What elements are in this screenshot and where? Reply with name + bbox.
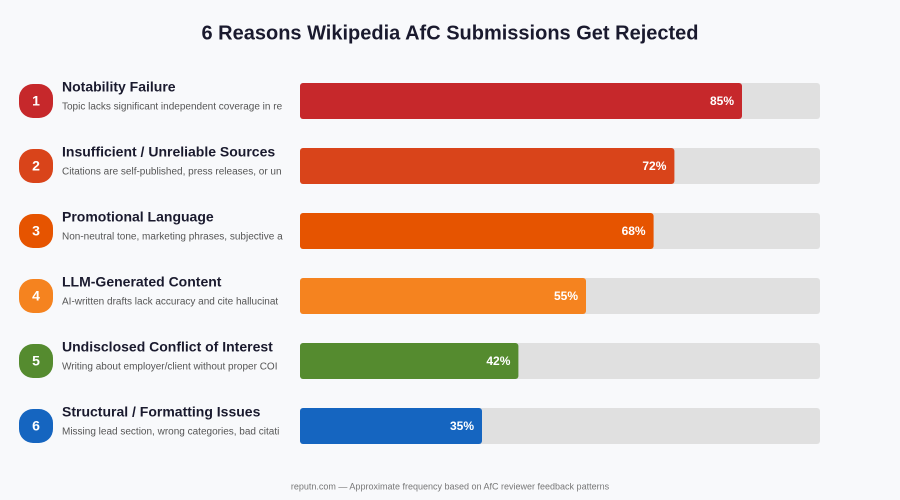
- chart-title: 6 Reasons Wikipedia AfC Submissions Get …: [202, 22, 699, 44]
- value-label: 35%: [450, 419, 474, 433]
- rank-badge: [19, 214, 53, 248]
- value-label: 72%: [642, 159, 666, 173]
- value-label: 68%: [622, 224, 646, 238]
- value-label: 55%: [554, 289, 578, 303]
- bar: [300, 148, 675, 184]
- bar: [300, 408, 482, 444]
- category-label: LLM-Generated Content: [62, 274, 222, 290]
- rank-badge: [19, 84, 53, 118]
- value-label: 85%: [710, 94, 734, 108]
- category-description: Citations are self-published, press rele…: [62, 167, 282, 178]
- rank-number: 2: [32, 158, 40, 174]
- category-description: Missing lead section, wrong categories, …: [62, 427, 279, 438]
- category-label: Structural / Formatting Issues: [62, 404, 261, 420]
- category-description: Writing about employer/client without pr…: [62, 362, 277, 373]
- category-description: Non-neutral tone, marketing phrases, sub…: [62, 232, 283, 243]
- bar: [300, 83, 742, 119]
- rank-badge: [19, 344, 53, 378]
- bar: [300, 213, 654, 249]
- rank-number: 3: [32, 223, 40, 239]
- rank-badge: [19, 409, 53, 443]
- category-label: Insufficient / Unreliable Sources: [62, 144, 275, 160]
- category-description: AI-written drafts lack accuracy and cite…: [62, 297, 278, 308]
- rank-number: 6: [32, 418, 40, 434]
- rank-number: 5: [32, 353, 40, 369]
- bar: [300, 343, 519, 379]
- rank-badge: [19, 149, 53, 183]
- bar: [300, 278, 586, 314]
- value-label: 42%: [486, 354, 510, 368]
- category-label: Undisclosed Conflict of Interest: [62, 339, 273, 355]
- rank-number: 4: [32, 288, 40, 304]
- category-label: Promotional Language: [62, 209, 214, 225]
- footer-note: reputn.com — Approximate frequency based…: [291, 481, 610, 491]
- rank-number: 1: [32, 93, 40, 109]
- rank-badge: [19, 279, 53, 313]
- category-label: Notability Failure: [62, 79, 176, 95]
- category-description: Topic lacks significant independent cove…: [62, 102, 283, 113]
